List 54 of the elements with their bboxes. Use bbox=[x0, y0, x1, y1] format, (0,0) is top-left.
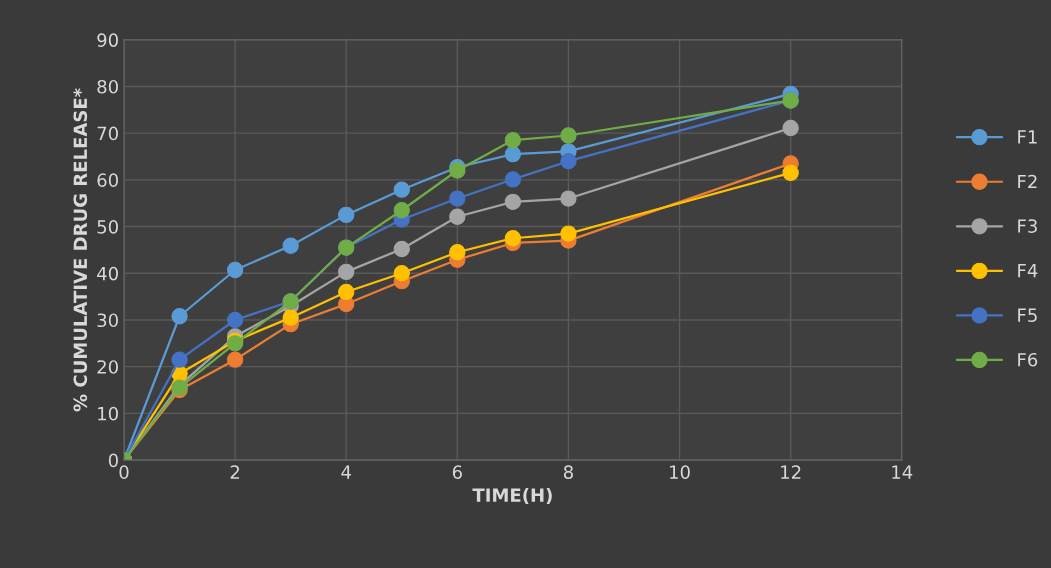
point bbox=[504, 146, 522, 163]
point bbox=[560, 225, 577, 242]
point bbox=[782, 119, 799, 137]
x-tick-label: 12 bbox=[781, 465, 801, 479]
legend-label: F5 bbox=[1018, 308, 1037, 322]
point bbox=[226, 311, 244, 329]
point bbox=[393, 240, 410, 258]
y-tick-label: 40 bbox=[97, 266, 118, 281]
point bbox=[338, 283, 355, 301]
point bbox=[504, 171, 522, 188]
point bbox=[449, 244, 466, 261]
y-tick-label: 30 bbox=[97, 313, 118, 328]
point bbox=[782, 164, 799, 182]
y-tick-label: 0 bbox=[108, 453, 118, 468]
x-axis-title: TIME(H) bbox=[472, 487, 552, 505]
y-axis-title: % CUMULATIVE DRUG RELEASE* bbox=[73, 88, 88, 412]
point bbox=[393, 202, 410, 219]
point bbox=[282, 237, 299, 254]
x-tick-label: 4 bbox=[341, 465, 351, 479]
x-tick-label: 14 bbox=[892, 465, 913, 479]
y-tick-label: 60 bbox=[97, 173, 118, 187]
x-tick-label: 2 bbox=[230, 465, 240, 479]
point bbox=[171, 351, 188, 368]
point bbox=[560, 153, 577, 170]
point bbox=[504, 132, 522, 149]
y-tick-label: 50 bbox=[97, 220, 118, 234]
x-tick-label: 8 bbox=[563, 465, 573, 479]
point bbox=[449, 190, 466, 207]
point bbox=[226, 261, 244, 279]
point bbox=[504, 193, 522, 210]
point bbox=[560, 127, 577, 144]
y-tick-label: 20 bbox=[97, 360, 118, 374]
point bbox=[449, 208, 466, 225]
point bbox=[504, 230, 522, 247]
legend-label: F4 bbox=[1018, 264, 1038, 278]
y-tick-label: 80 bbox=[97, 79, 118, 94]
point bbox=[338, 263, 355, 281]
y-tick-label: 90 bbox=[97, 33, 118, 47]
point bbox=[171, 308, 188, 325]
point bbox=[393, 181, 410, 198]
point bbox=[560, 190, 577, 207]
point bbox=[393, 265, 410, 282]
legend-label: F3 bbox=[1018, 219, 1037, 233]
legend-label: F2 bbox=[1018, 174, 1037, 189]
legend-label: F1 bbox=[1018, 130, 1037, 144]
legend-label: F6 bbox=[1018, 352, 1038, 367]
point bbox=[226, 351, 244, 368]
y-tick-label: 10 bbox=[98, 406, 118, 421]
point bbox=[338, 206, 355, 224]
point bbox=[282, 309, 299, 326]
x-tick-label: 0 bbox=[119, 465, 129, 479]
x-tick-label: 6 bbox=[452, 465, 462, 479]
x-tick-label: 10 bbox=[670, 465, 690, 479]
y-tick-label: 70 bbox=[97, 126, 118, 141]
